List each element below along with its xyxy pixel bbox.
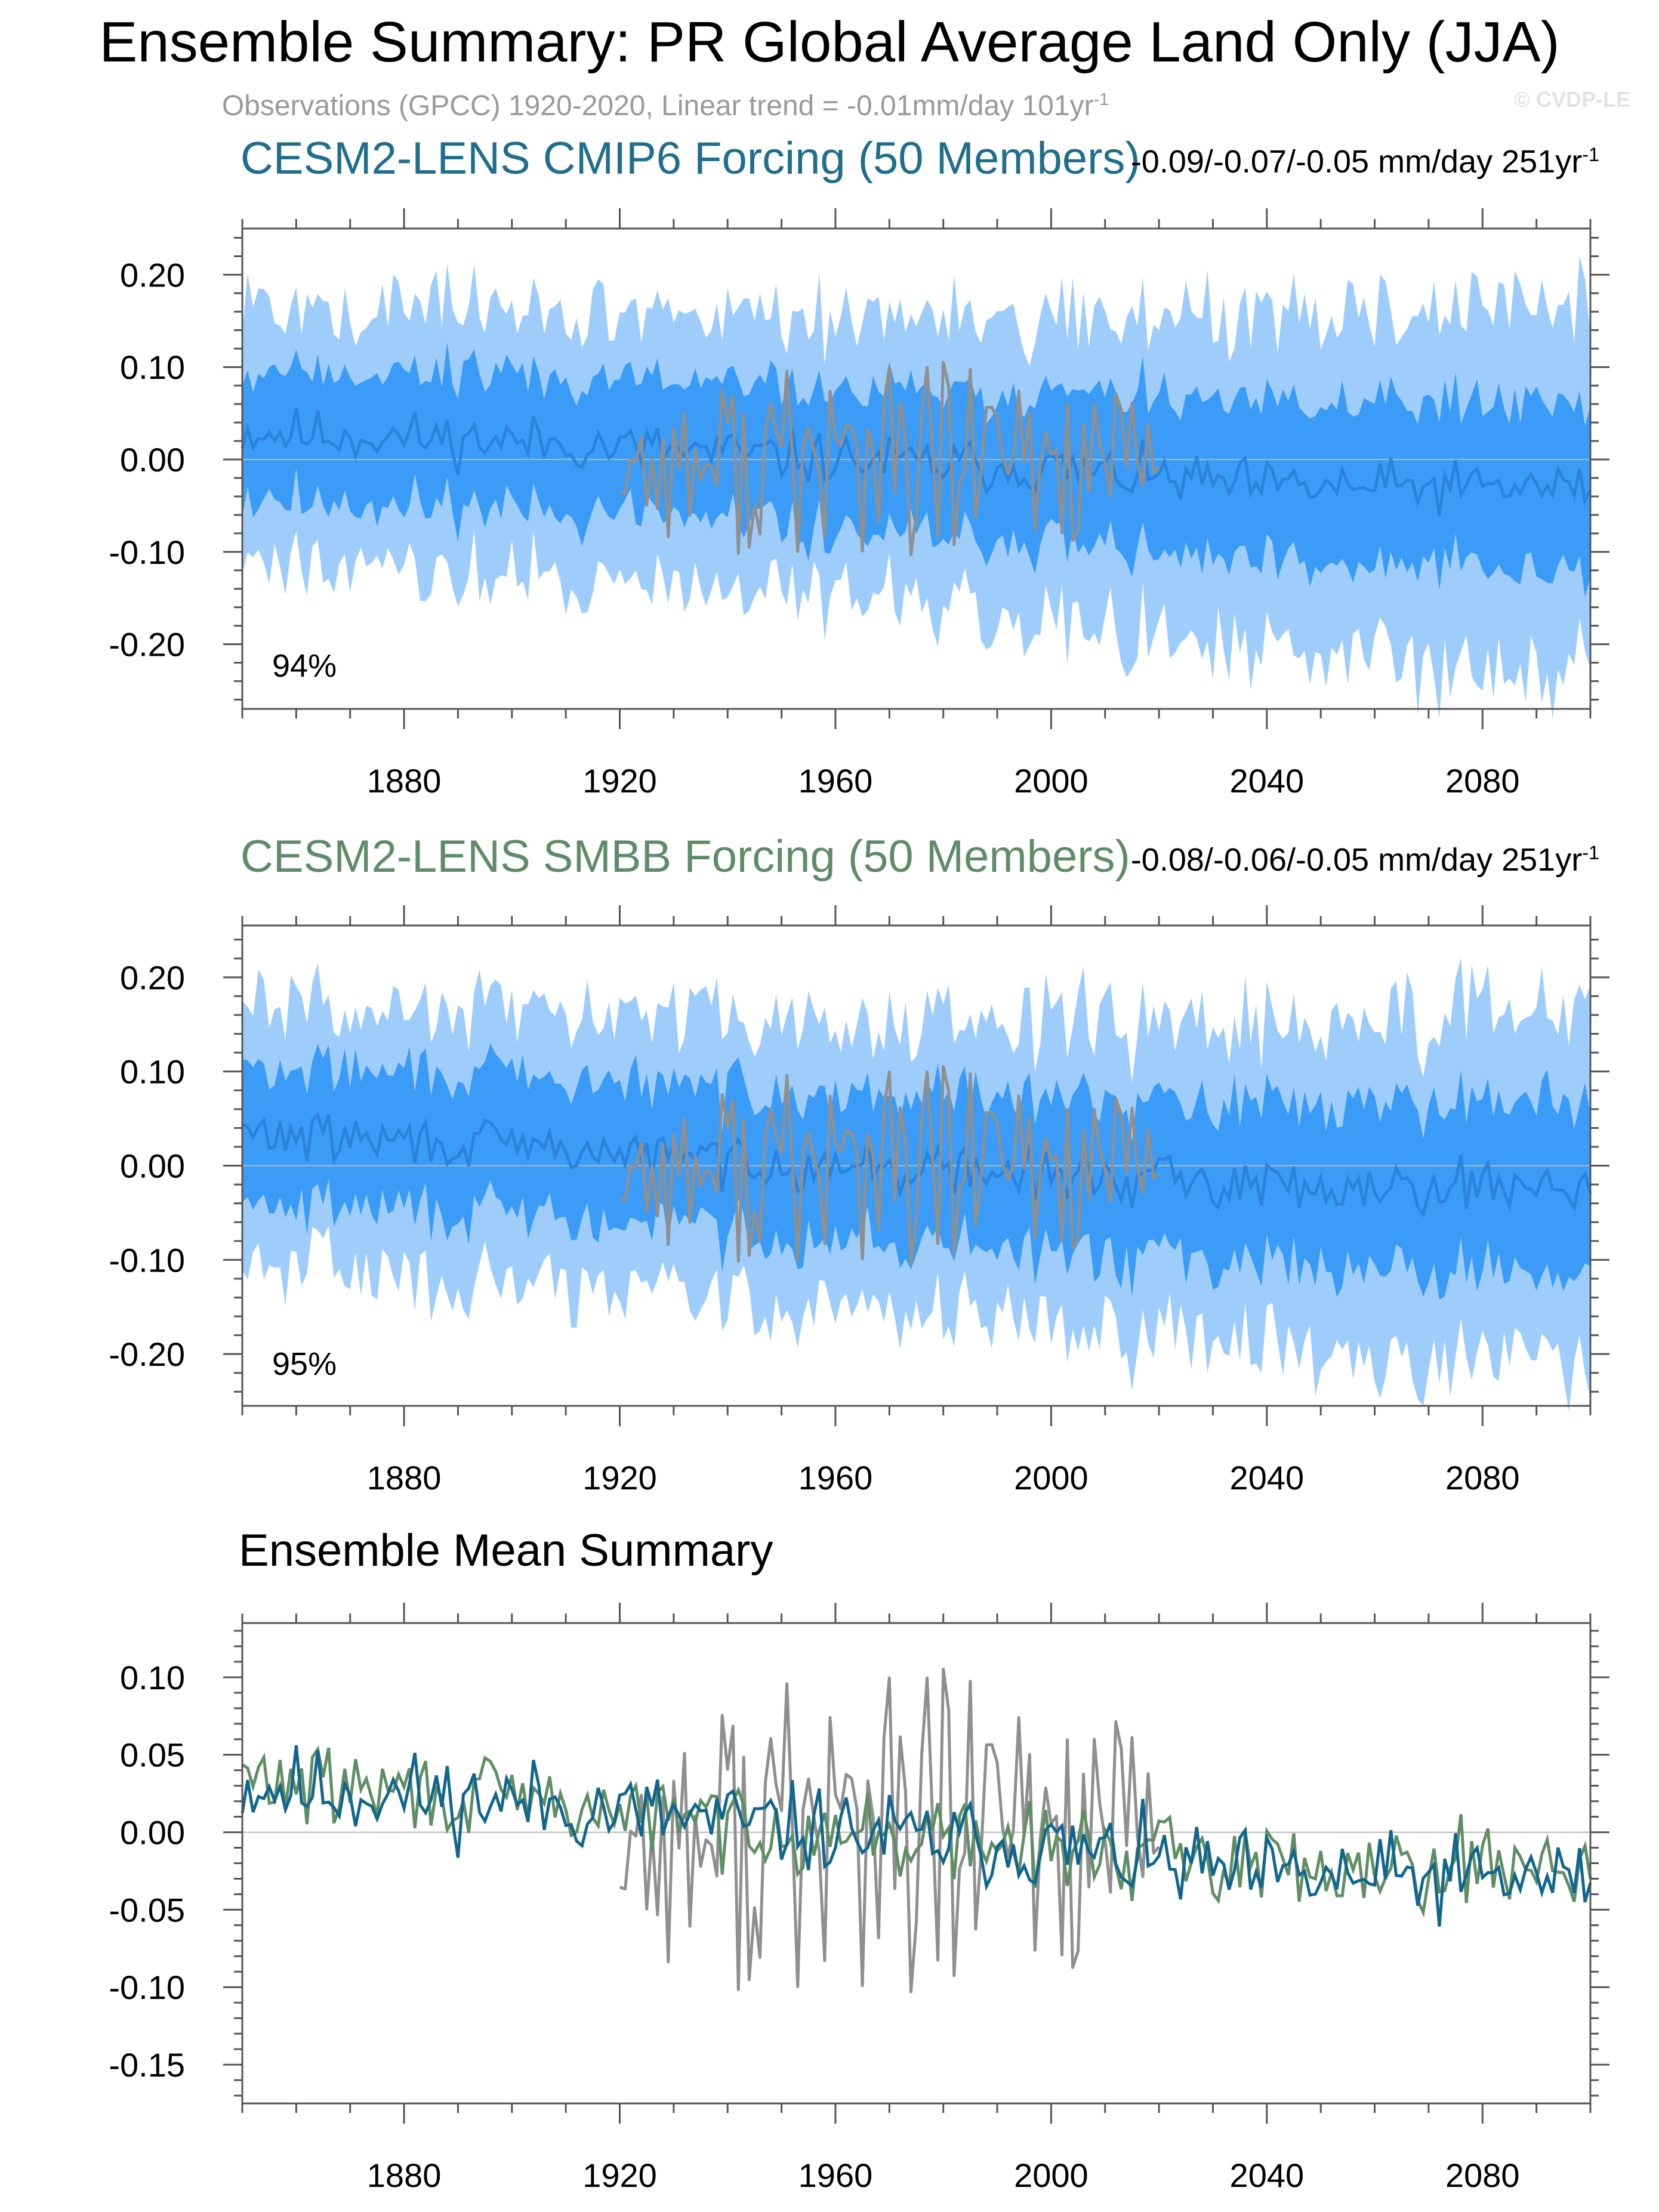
cmip6-observations-line xyxy=(619,360,1160,556)
smbb-inner-band xyxy=(242,1043,1590,1300)
cmip6-trend-label: -0.09/-0.07/-0.05 mm/day 251yr-1 xyxy=(1130,144,1599,180)
smbb-y-tick-label: 0.00 xyxy=(120,1147,185,1185)
cmip6-x-tick-label: 1960 xyxy=(798,762,873,800)
cmip6-x-tick-label: 2000 xyxy=(1014,762,1088,800)
smbb-trend-label: -0.08/-0.06/-0.05 mm/day 251yr-1 xyxy=(1130,842,1599,878)
main-title: Ensemble Summary: PR Global Average Land… xyxy=(99,10,1560,74)
subtitle: Observations (GPCC) 1920-2020, Linear tr… xyxy=(221,90,1109,122)
cmip6-y-tick-label: -0.10 xyxy=(109,533,185,571)
cmip6-ensemble-mean-line xyxy=(240,407,1592,516)
watermark: © CVDP-LE xyxy=(1514,87,1630,112)
smbb-y-tick-label: 0.20 xyxy=(120,959,185,997)
mean-x-tick-label: 2000 xyxy=(1014,2157,1088,2194)
cmip6-plot: 1880 1920 1960 2000 2040 2080 0.20 0.10 0.00 -0.1… xyxy=(109,208,1609,800)
cmip6-y-tick-label: 0.10 xyxy=(120,348,185,386)
smbb-x-tick-label: 2080 xyxy=(1445,1459,1520,1497)
mean-x-tick-label: 1920 xyxy=(582,2157,657,2194)
cmip6-panel-title: CESM2-LENS CMIP6 Forcing (50 Members) xyxy=(240,133,1140,184)
mean-x-tick-label: 1880 xyxy=(367,2157,442,2194)
mean-y-tick-label: -0.05 xyxy=(109,1891,185,1929)
smbb-x-tick-label: 2000 xyxy=(1014,1459,1088,1497)
mean-cmip6-line xyxy=(240,1745,1592,1927)
cmip6-percent-label: 94% xyxy=(272,648,337,684)
mean-y-tick-label: 0.00 xyxy=(120,1814,185,1852)
mean-y-tick-label: -0.10 xyxy=(109,1969,185,2006)
smbb-ensemble-mean-line xyxy=(242,1112,1592,1218)
cmip6-x-tick-label: 1880 xyxy=(367,762,442,800)
cmip6-inner-band xyxy=(242,342,1590,597)
smbb-plot: 1880 1920 1960 2000 2040 2080 0.20 0.10 0.00 -0.1… xyxy=(109,905,1609,1497)
mean-y-tick-label: -0.15 xyxy=(109,2046,185,2084)
mean-y-tick-label: 0.10 xyxy=(120,1659,185,1696)
mean-x-tick-label: 1960 xyxy=(798,2157,873,2194)
cmip6-y-tick-label: 0.00 xyxy=(120,441,185,479)
smbb-y-tick-label: -0.20 xyxy=(109,1335,185,1373)
mean-x-tick-label: 2040 xyxy=(1230,2157,1305,2194)
mean-observations-line xyxy=(619,1667,1160,1994)
smbb-y-tick-label: 0.10 xyxy=(120,1053,185,1091)
cmip6-y-tick-label: -0.20 xyxy=(109,626,185,664)
mean-x-tick-label: 2080 xyxy=(1445,2157,1520,2194)
cmip6-x-tick-label: 2080 xyxy=(1445,762,1520,800)
smbb-panel-title: CESM2-LENS SMBB Forcing (50 Members) xyxy=(240,831,1130,882)
smbb-x-tick-label: 1920 xyxy=(582,1459,657,1497)
cmip6-plot-frame xyxy=(241,227,1592,710)
cmip6-y-tick-label: 0.20 xyxy=(120,256,185,294)
mean-y-tick-label: 0.05 xyxy=(120,1736,185,1774)
cmip6-x-tick-label: 2040 xyxy=(1230,762,1305,800)
smbb-x-tick-label: 2040 xyxy=(1230,1459,1305,1497)
smbb-y-tick-label: -0.10 xyxy=(109,1241,185,1279)
smbb-x-tick-label: 1960 xyxy=(798,1459,873,1497)
smbb-x-tick-label: 1880 xyxy=(367,1459,442,1497)
smbb-observations-line xyxy=(619,1065,1160,1264)
mean-plot: 1880 1920 1960 2000 2040 2080 0.10 0.05 0.00 -0.0… xyxy=(109,1603,1609,2194)
cmip6-x-tick-label: 1920 xyxy=(582,762,657,800)
mean-panel-title: Ensemble Mean Summary xyxy=(239,1525,773,1576)
smbb-percent-label: 95% xyxy=(272,1346,337,1382)
